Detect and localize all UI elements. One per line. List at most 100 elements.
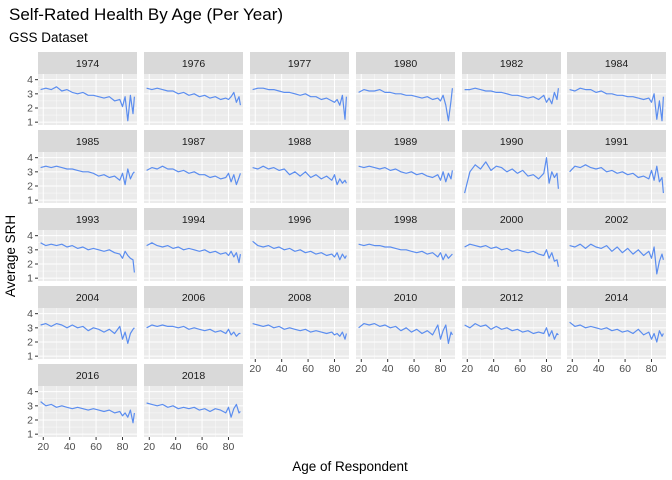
series-line-1974 [40, 86, 135, 122]
x-tick-label: 20 [566, 363, 578, 375]
strip-background [356, 130, 455, 152]
x-tick-label: 60 [302, 363, 314, 375]
x-tick-label: 60 [514, 363, 526, 375]
y-tick-label: 1 [27, 117, 33, 129]
facet-panel-1976: 1976 [144, 52, 243, 125]
strip-label: 1985 [76, 136, 100, 148]
strip-label: 1982 [500, 58, 524, 70]
y-tick-label: 3 [27, 244, 33, 256]
strip-label: 1976 [182, 58, 206, 70]
facet-panel-1984: 1984 [567, 52, 666, 125]
strip-background [356, 286, 455, 308]
x-tick-label: 40 [593, 363, 605, 375]
strip-background [144, 52, 243, 74]
series-line-2018 [146, 402, 241, 418]
facet-panel-1990: 1990 [462, 130, 561, 203]
series-line-2016 [40, 401, 135, 424]
series-line-2012 [464, 323, 559, 340]
strip-label: 2002 [605, 214, 629, 226]
facet-panels: 1974 1 2 3 4 1976 1977 1980 1982 1984 1985 1 2 3 4 1987… [27, 52, 666, 453]
facet-panel-1988: 1988 [250, 130, 349, 203]
series-line-1982 [464, 87, 559, 105]
y-tick-label: 2 [27, 337, 33, 349]
y-tick-label: 1 [27, 429, 33, 441]
x-tick-label: 60 [90, 441, 102, 453]
strip-label: 2016 [76, 370, 100, 382]
facet-panel-1974: 1974 1 2 3 4 [27, 52, 137, 129]
facet-panel-1987: 1987 [144, 130, 243, 203]
strip-background [38, 52, 137, 74]
strip-background [144, 208, 243, 230]
series-line-2014 [569, 321, 664, 343]
x-tick-label: 80 [329, 363, 341, 375]
panel-background [462, 152, 561, 203]
x-tick-label: 40 [488, 363, 500, 375]
x-tick-label: 80 [435, 363, 447, 375]
facet-panel-2008: 2008 20 40 60 80 [249, 286, 349, 375]
x-tick-label: 20 [461, 363, 473, 375]
series-line-2008 [252, 323, 347, 340]
x-tick-label: 80 [223, 441, 235, 453]
panel-background [462, 230, 561, 281]
strip-background [144, 286, 243, 308]
strip-label: 2008 [288, 292, 312, 304]
strip-label: 1990 [500, 136, 524, 148]
x-tick-label: 40 [170, 441, 182, 453]
facet-panel-2014: 2014 20 40 60 80 [566, 286, 666, 375]
y-tick-label: 1 [27, 195, 33, 207]
x-tick-label: 60 [196, 441, 208, 453]
series-line-1980 [358, 88, 453, 122]
facet-panel-1985: 1985 1 2 3 4 [27, 130, 137, 207]
x-tick-label: 20 [143, 441, 155, 453]
facet-panel-2002: 2002 [567, 208, 666, 281]
x-tick-label: 60 [619, 363, 631, 375]
facet-panel-2012: 2012 20 40 60 80 [461, 286, 561, 375]
series-line-1998 [358, 243, 453, 261]
strip-label: 1987 [182, 136, 206, 148]
strip-background [567, 52, 666, 74]
y-tick-label: 2 [27, 259, 33, 271]
strip-background [356, 208, 455, 230]
strip-background [38, 208, 137, 230]
strip-label: 1988 [288, 136, 312, 148]
series-line-1987 [146, 165, 241, 186]
strip-label: 1989 [394, 136, 418, 148]
strip-label: 1996 [288, 214, 312, 226]
strip-background [250, 208, 349, 230]
series-line-1984 [569, 87, 664, 122]
facet-panel-2006: 2006 [144, 286, 243, 359]
x-tick-label: 20 [249, 363, 261, 375]
facet-panel-1989: 1989 [356, 130, 455, 203]
panel-background [356, 308, 455, 359]
strip-background [38, 364, 137, 386]
chart-subtitle: GSS Dataset [9, 30, 88, 45]
strip-label: 1993 [76, 214, 100, 226]
series-line-2002 [569, 243, 664, 275]
y-tick-label: 4 [27, 230, 33, 242]
series-line-1990 [464, 157, 559, 194]
strip-label: 1974 [76, 58, 100, 70]
series-line-1991 [569, 164, 664, 194]
strip-background [38, 286, 137, 308]
strip-background [567, 286, 666, 308]
chart-title: Self-Rated Health By Age (Per Year) [9, 5, 283, 24]
facet-panel-1993: 1993 1 2 3 4 [27, 208, 137, 285]
y-tick-label: 3 [27, 88, 33, 100]
y-tick-label: 2 [27, 103, 33, 115]
strip-background [38, 130, 137, 152]
series-line-2004 [40, 323, 135, 344]
strip-label: 1980 [394, 58, 418, 70]
strip-label: 2000 [500, 214, 524, 226]
strip-background [250, 130, 349, 152]
x-tick-label: 40 [64, 441, 76, 453]
facet-panel-1980: 1980 [356, 52, 455, 125]
strip-label: 1977 [288, 58, 312, 70]
panel-background [567, 230, 666, 281]
strip-background [462, 52, 561, 74]
series-line-1988 [252, 165, 347, 186]
series-line-2010 [358, 323, 453, 344]
strip-label: 2014 [605, 292, 629, 304]
x-tick-label: 80 [541, 363, 553, 375]
y-tick-label: 3 [27, 400, 33, 412]
